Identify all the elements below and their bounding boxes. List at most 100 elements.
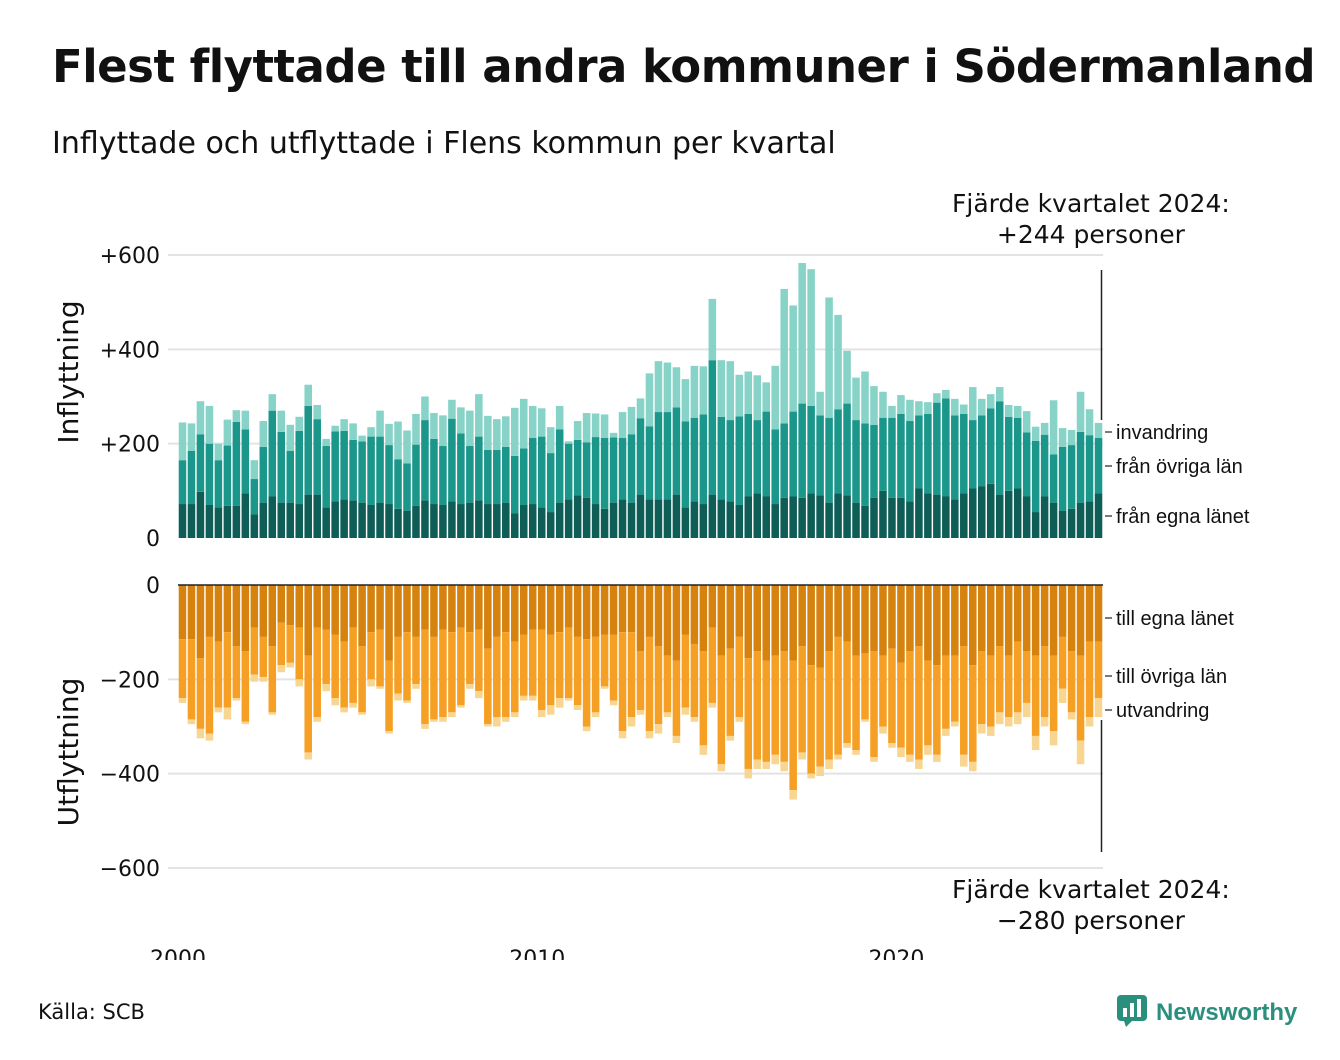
bar-immigration bbox=[1094, 422, 1103, 438]
bar-from-own-county bbox=[394, 508, 402, 538]
bar-from-other-counties bbox=[493, 449, 501, 505]
bar-from-own-county bbox=[735, 504, 744, 538]
bar-to-own-county bbox=[663, 585, 672, 656]
bar-to-other-counties bbox=[986, 655, 995, 727]
bar-to-other-counties bbox=[879, 655, 887, 727]
bar-emigration bbox=[600, 686, 609, 689]
bar-from-own-county bbox=[672, 494, 681, 538]
bar-to-own-county bbox=[475, 585, 483, 630]
bar-immigration bbox=[645, 373, 654, 427]
bar-to-other-counties bbox=[672, 660, 681, 736]
bar-from-own-county bbox=[924, 493, 932, 538]
bar-to-own-county bbox=[448, 585, 456, 633]
bar-from-other-counties bbox=[511, 455, 519, 514]
bar-to-own-county bbox=[295, 585, 304, 628]
bar-immigration bbox=[268, 394, 277, 411]
bar-to-other-counties bbox=[466, 632, 474, 685]
bar-emigration bbox=[933, 754, 941, 762]
bar-immigration bbox=[430, 413, 438, 439]
bar-immigration bbox=[977, 398, 986, 416]
y-axis-title-inflow: Inflyttning bbox=[52, 300, 85, 443]
bar-emigration bbox=[528, 695, 537, 701]
bar-from-other-counties bbox=[834, 409, 842, 494]
bar-from-own-county bbox=[358, 502, 366, 539]
bar-from-other-counties bbox=[196, 434, 205, 492]
bar-to-other-counties bbox=[250, 627, 259, 675]
bar-to-other-counties bbox=[699, 651, 708, 746]
bar-from-other-counties bbox=[1004, 416, 1013, 491]
bar-emigration bbox=[358, 712, 366, 715]
bar-from-other-counties bbox=[645, 426, 654, 500]
bar-from-other-counties bbox=[852, 420, 860, 503]
bar-from-other-counties bbox=[439, 446, 447, 505]
bar-from-other-counties bbox=[879, 417, 887, 491]
bar-to-other-counties bbox=[214, 641, 223, 708]
bar-from-own-county bbox=[304, 494, 312, 538]
bar-from-own-county bbox=[780, 497, 788, 538]
bar-to-other-counties bbox=[1076, 655, 1085, 741]
bar-from-other-counties bbox=[250, 479, 259, 515]
bar-immigration bbox=[286, 424, 295, 451]
y-tick-label: +400 bbox=[100, 338, 160, 363]
bar-to-own-county bbox=[672, 585, 681, 661]
bar-from-own-county bbox=[879, 490, 887, 538]
bar-to-own-county bbox=[843, 585, 851, 642]
bar-from-own-county bbox=[1040, 496, 1049, 538]
bar-from-own-county bbox=[960, 493, 968, 538]
bar-emigration bbox=[726, 735, 735, 741]
bar-to-other-counties bbox=[430, 636, 438, 720]
bar-to-own-county bbox=[421, 585, 429, 630]
bar-emigration bbox=[591, 712, 600, 718]
newsworthy-logo[interactable]: Newsworthy bbox=[1116, 994, 1297, 1032]
bar-to-own-county bbox=[591, 585, 600, 637]
bar-to-own-county bbox=[969, 585, 977, 666]
bar-emigration bbox=[421, 724, 429, 729]
bar-from-other-counties bbox=[484, 449, 492, 505]
bar-to-own-county bbox=[268, 585, 277, 647]
bar-from-own-county bbox=[205, 504, 214, 538]
bar-to-own-county bbox=[834, 585, 842, 637]
bar-immigration bbox=[986, 394, 995, 409]
bar-from-own-county bbox=[717, 499, 726, 538]
bar-emigration bbox=[582, 726, 591, 732]
bar-from-other-counties bbox=[457, 433, 465, 505]
chart-title: Flest flyttade till andra kommuner i Söd… bbox=[52, 40, 1316, 93]
bar-to-own-county bbox=[906, 585, 914, 652]
bar-to-own-county bbox=[519, 585, 528, 635]
bar-from-other-counties bbox=[1031, 440, 1040, 513]
bar-immigration bbox=[466, 410, 474, 447]
bar-immigration bbox=[304, 384, 312, 406]
bar-immigration bbox=[457, 407, 465, 434]
source-note: Källa: SCB bbox=[38, 1000, 145, 1024]
bar-from-other-counties bbox=[1022, 432, 1031, 497]
bar-immigration bbox=[897, 395, 905, 414]
bar-emigration bbox=[1022, 702, 1031, 718]
bar-emigration bbox=[286, 662, 295, 668]
bar-immigration bbox=[178, 422, 187, 461]
bar-immigration bbox=[349, 423, 357, 440]
bar-to-own-county bbox=[1049, 585, 1058, 656]
bar-to-other-counties bbox=[977, 651, 986, 725]
bar-from-other-counties bbox=[1058, 446, 1067, 511]
bar-from-own-county bbox=[681, 507, 690, 538]
bar-from-own-county bbox=[942, 496, 950, 538]
bar-from-own-county bbox=[762, 496, 770, 538]
bar-to-other-counties bbox=[690, 643, 699, 718]
bar-emigration bbox=[825, 759, 833, 769]
bar-to-other-counties bbox=[969, 665, 977, 762]
bar-immigration bbox=[196, 401, 205, 435]
bar-immigration bbox=[1040, 422, 1049, 435]
bar-emigration bbox=[977, 724, 986, 734]
bar-emigration bbox=[627, 717, 636, 727]
bar-from-other-counties bbox=[663, 412, 672, 500]
bar-to-own-county bbox=[546, 585, 555, 635]
bar-emigration bbox=[717, 764, 726, 772]
bar-from-own-county bbox=[1094, 493, 1103, 538]
bar-from-own-county bbox=[349, 500, 357, 538]
bar-from-own-county bbox=[708, 494, 717, 538]
bar-to-own-county bbox=[493, 585, 501, 637]
bar-from-own-county bbox=[906, 501, 914, 538]
bar-emigration bbox=[951, 721, 959, 727]
top-annotation-line2: +244 personer bbox=[996, 220, 1185, 249]
bar-immigration bbox=[636, 398, 645, 419]
